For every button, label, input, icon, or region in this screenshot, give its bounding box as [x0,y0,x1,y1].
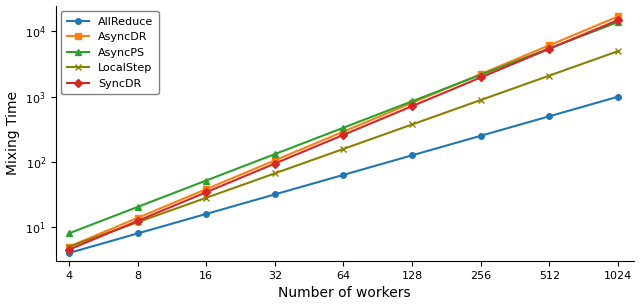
SyncDR [65,248,73,252]
AsyncPS [614,20,622,24]
AsyncDR [408,101,416,105]
LocalStep [614,49,622,53]
LocalStep [134,220,141,224]
AllReduce [65,251,73,255]
LocalStep [65,245,73,248]
AllReduce [614,95,622,99]
SyncDR [408,104,416,108]
AsyncDR [65,245,73,248]
Y-axis label: Mixing Time: Mixing Time [6,91,20,175]
AllReduce [134,232,141,235]
LocalStep [477,98,484,102]
AsyncDR [614,15,622,18]
AsyncDR [202,187,210,191]
AsyncPS [202,179,210,182]
AllReduce [202,212,210,216]
AsyncDR [477,72,484,76]
AsyncDR [134,216,141,220]
AllReduce [340,173,348,177]
LocalStep [408,123,416,126]
SyncDR [271,162,278,166]
AllReduce [545,114,553,118]
LocalStep [545,74,553,77]
LocalStep [340,147,348,151]
AllReduce [477,134,484,138]
AsyncPS [545,47,553,50]
SyncDR [545,47,553,50]
SyncDR [614,18,622,22]
AsyncPS [340,126,348,129]
Legend: AllReduce, AsyncDR, AsyncPS, LocalStep, SyncDR: AllReduce, AsyncDR, AsyncPS, LocalStep, … [61,11,159,95]
SyncDR [134,219,141,223]
AsyncDR [271,159,278,162]
AsyncPS [65,232,73,235]
X-axis label: Number of workers: Number of workers [278,286,411,300]
AsyncPS [134,205,141,209]
AllReduce [408,154,416,157]
SyncDR [477,76,484,79]
SyncDR [202,190,210,194]
LocalStep [271,172,278,175]
Line: AsyncDR: AsyncDR [66,14,621,249]
AsyncPS [271,152,278,156]
Line: AsyncPS: AsyncPS [66,19,621,236]
AsyncPS [408,99,416,103]
Line: LocalStep: LocalStep [66,48,621,249]
AsyncDR [545,43,553,47]
Line: AllReduce: AllReduce [66,94,621,256]
AllReduce [271,192,278,196]
AsyncPS [477,73,484,77]
LocalStep [202,196,210,200]
AsyncDR [340,130,348,133]
Line: SyncDR: SyncDR [66,17,621,252]
SyncDR [340,133,348,137]
